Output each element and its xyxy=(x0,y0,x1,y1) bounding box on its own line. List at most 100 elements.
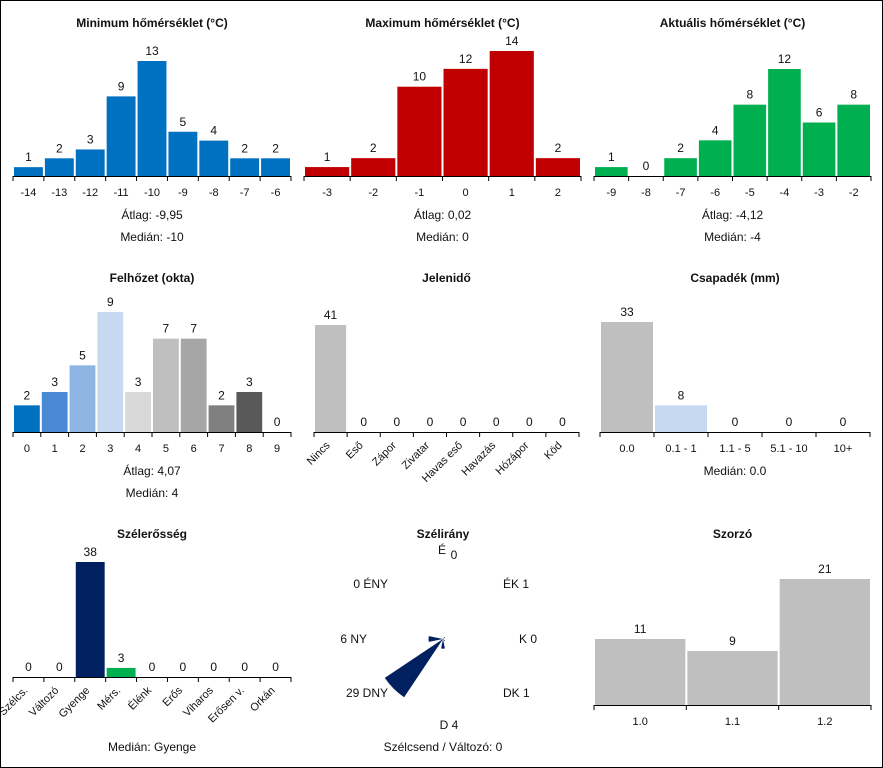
wind-strength-value-label: 0 xyxy=(56,660,63,674)
min-temp-median: Medián: -10 xyxy=(120,230,184,244)
cur-temp-tick-label: -7 xyxy=(676,187,686,199)
cur-temp-tick-label: -4 xyxy=(780,187,790,199)
min-temp-tick-label: -6 xyxy=(271,187,281,199)
cur-temp-chart: Aktuális hőmérséklet (°C) 1 -9 0 -8 2 -7 4 -6 8 -5… xyxy=(593,16,872,244)
wind-strength-bar xyxy=(106,667,136,677)
weather-tick-label: Eső xyxy=(344,440,366,462)
multiplier-bar xyxy=(779,579,870,705)
max-temp-tick-label: -1 xyxy=(415,187,425,199)
weather-chart: Jelenidő41Nincs0Eső0Zápor0Zivatar0Havas … xyxy=(305,271,580,485)
cloud-tick-label: 5 xyxy=(163,443,169,455)
cloud-title: Felhőzet (okta) xyxy=(110,271,195,285)
wind-strength-tick-label: Szélcs. xyxy=(1,685,31,719)
wind-dir-wedge xyxy=(384,639,443,698)
cur-temp-tick-label: -3 xyxy=(814,187,824,199)
precip-tick-label: 0.1 - 1 xyxy=(665,443,696,455)
weather-value-label: 0 xyxy=(559,415,566,429)
min-temp-bar xyxy=(199,140,229,176)
cur-temp-value-label: 1 xyxy=(608,150,615,164)
precip-bar xyxy=(601,322,653,432)
cur-temp-bar xyxy=(802,122,836,176)
wind-dir-title: Szélirány xyxy=(417,527,470,541)
cloud-bar xyxy=(69,365,96,432)
cloud-bar xyxy=(180,338,207,432)
cur-temp-bar xyxy=(698,140,732,176)
wind-dir-direction-label: ÉK 1 xyxy=(503,576,529,591)
min-temp-value-label: 3 xyxy=(87,132,94,146)
weather-tick-label: Hózápor xyxy=(494,439,532,477)
wind-strength-chart: Szélerősség 0 Szélcs. 0 Változó 38 Gyenge 3 Mérs… xyxy=(1,527,292,754)
cloud-chart: Felhőzet (okta) 2 0 3 1 5 2 9 3 3 4 7 5 7 6 2 7 3 8 0 9 Átlag… xyxy=(12,271,292,500)
precip-tick-label: 0.0 xyxy=(619,443,634,455)
wind-strength-value-label: 0 xyxy=(180,660,187,674)
cloud-value-label: 2 xyxy=(218,388,225,402)
cur-temp-bar xyxy=(664,158,697,176)
wind-strength-tick-label: Változó xyxy=(27,685,61,719)
max-temp-tick-label: 0 xyxy=(463,187,469,199)
precip-tick-label: 5.1 - 10 xyxy=(770,443,807,455)
multiplier-value-label: 9 xyxy=(729,634,736,648)
cur-temp-value-label: 12 xyxy=(778,52,792,66)
min-temp-bar xyxy=(106,96,136,176)
weather-tick-label: Zivatar xyxy=(400,439,432,471)
max-temp-chart: Maximum hőmérséklet (°C)1-32-210-1120141… xyxy=(303,16,582,244)
precip-median: Medián: 0.0 xyxy=(704,464,767,478)
cloud-bar xyxy=(236,392,263,432)
min-temp-tick-label: -13 xyxy=(51,187,67,199)
cur-temp-bar xyxy=(837,104,870,176)
wind-strength-median: Medián: Gyenge xyxy=(108,740,196,754)
cloud-bar xyxy=(97,312,124,432)
min-temp-bar xyxy=(14,167,43,176)
cloud-tick-label: 9 xyxy=(274,443,280,455)
min-temp-tick-label: -12 xyxy=(82,187,98,199)
cur-temp-value-label: 6 xyxy=(816,106,823,120)
multiplier-bar xyxy=(595,639,686,705)
weather-bar xyxy=(315,325,347,432)
cur-temp-tick-label: -9 xyxy=(606,187,616,199)
cur-temp-bar xyxy=(595,167,628,176)
wind-strength-tick-label: Gyenge xyxy=(57,685,93,721)
precip-tick-label: 1.1 - 5 xyxy=(719,443,750,455)
cloud-value-label: 7 xyxy=(190,322,197,336)
max-temp-bar xyxy=(351,158,396,176)
wind-dir-wedge xyxy=(443,639,446,642)
cloud-tick-label: 7 xyxy=(218,443,224,455)
min-temp-title: Minimum hőmérséklet (°C) xyxy=(76,16,228,30)
min-temp-value-label: 13 xyxy=(145,44,159,58)
multiplier-bar xyxy=(687,651,778,705)
wind-strength-value-label: 0 xyxy=(272,660,279,674)
min-temp-bar xyxy=(75,149,105,176)
cur-temp-bar xyxy=(733,104,767,176)
min-temp-tick-label: -11 xyxy=(114,187,129,199)
cur-temp-value-label: 0 xyxy=(643,159,650,173)
precip-tick-label: 10+ xyxy=(834,443,853,455)
min-temp-bar xyxy=(261,158,290,176)
wind-dir-direction-label: 6 NY xyxy=(340,632,367,646)
precip-value-label: 0 xyxy=(840,415,847,429)
wind-strength-tick-label: Élénk xyxy=(125,684,154,713)
cloud-value-label: 3 xyxy=(51,375,58,389)
wind-strength-value-label: 0 xyxy=(149,660,156,674)
min-temp-tick-label: -9 xyxy=(178,187,188,199)
cloud-tick-label: 8 xyxy=(246,443,252,455)
max-temp-title: Maximum hőmérséklet (°C) xyxy=(365,16,519,30)
wind-dir-direction-label: D 4 xyxy=(440,718,459,732)
wind-dir-direction-value: 0 xyxy=(451,548,458,562)
min-temp-value-label: 2 xyxy=(241,141,248,155)
wind-dir-wedge xyxy=(443,636,446,639)
weather-value-label: 0 xyxy=(427,415,434,429)
cloud-bar xyxy=(41,392,68,432)
max-temp-bar xyxy=(443,68,488,176)
wind-strength-value-label: 0 xyxy=(25,660,32,674)
multiplier-value-label: 11 xyxy=(634,622,647,636)
min-temp-value-label: 2 xyxy=(56,141,63,155)
cloud-value-label: 0 xyxy=(274,415,281,429)
wind-strength-tick-label: Orkán xyxy=(248,685,278,715)
multiplier-value-label: 21 xyxy=(818,562,832,576)
max-temp-tick-label: -3 xyxy=(322,187,332,199)
cloud-value-label: 2 xyxy=(24,388,31,402)
max-temp-tick-label: -2 xyxy=(368,187,378,199)
